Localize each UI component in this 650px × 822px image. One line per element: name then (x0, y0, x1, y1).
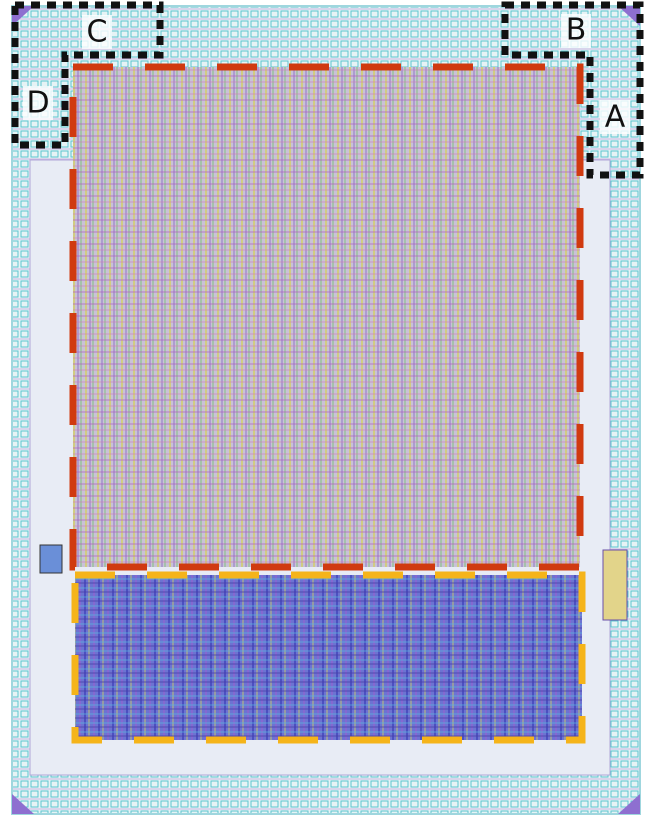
region-label: C (87, 15, 108, 50)
chip-layout: A B C D (0, 0, 650, 822)
memory-array (73, 67, 580, 567)
logic-block (75, 575, 582, 740)
small-block (603, 550, 627, 620)
small-block (40, 545, 62, 573)
region-label: D (26, 86, 49, 121)
region-label: B (566, 13, 587, 48)
region-label: A (605, 100, 626, 135)
